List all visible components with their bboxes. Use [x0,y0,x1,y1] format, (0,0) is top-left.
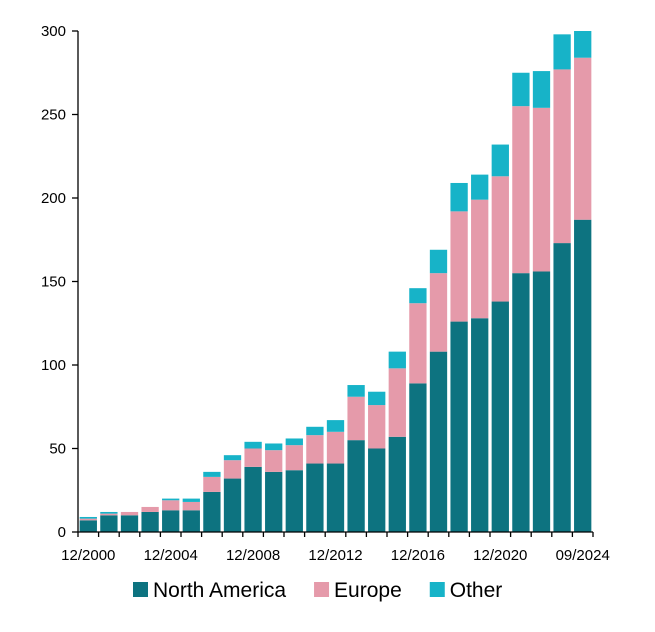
y-tick-label: 150 [41,274,66,291]
bar-other-9 [265,443,283,451]
bar-europe-14 [368,405,386,449]
bar-other-17 [429,249,448,274]
bar-europe-19 [471,199,489,319]
x-tick-label: 12/2012 [308,547,362,564]
bar-europe-3 [141,506,159,512]
bar-europe-7 [223,460,242,479]
y-tick-label: 50 [49,441,66,458]
x-tick-label: 12/2008 [226,547,280,564]
bar-other-4 [162,498,180,501]
legend-label-north-america: North America [153,579,286,602]
bar-north-america-15 [388,436,406,532]
legend-swatch-north-america [133,582,148,597]
y-tick-label: 250 [41,107,66,124]
bar-europe-0 [79,518,97,521]
bar-europe-13 [347,396,365,441]
y-axis: 0 50 100 150 200 250 300 [41,23,79,541]
y-tick-label: 300 [41,23,66,40]
x-tick-label: 12/2000 [61,547,115,564]
bar-north-america-14 [368,448,386,532]
legend-label-other: Other [450,579,503,602]
bar-north-america-3 [141,511,159,532]
bar-north-america-23 [553,243,571,532]
y-tick-label: 0 [58,524,66,541]
bar-other-13 [347,385,365,397]
bar-other-23 [553,34,571,70]
bar-europe-1 [100,513,118,516]
x-tick-label: 12/2020 [473,547,527,564]
bar-europe-2 [120,511,139,516]
bar-other-14 [368,391,386,406]
legend: North America Europe Other [133,579,502,602]
bar-europe-22 [532,107,551,272]
bar-other-10 [285,438,303,446]
bar-europe-21 [512,106,530,274]
bar-north-america-2 [120,515,139,532]
bar-north-america-8 [244,466,262,532]
bar-europe-20 [491,176,509,302]
bar-north-america-24 [574,219,592,532]
bar-other-22 [532,71,551,108]
bar-other-8 [244,441,262,449]
bar-other-12 [326,420,345,432]
y-tick-label: 200 [41,190,66,207]
bar-north-america-22 [532,271,551,532]
bar-north-america-12 [326,463,345,532]
bar-north-america-4 [162,510,180,532]
bar-europe-10 [285,445,303,471]
bar-europe-12 [326,431,345,464]
bar-north-america-9 [265,471,283,532]
bar-north-america-1 [100,515,118,532]
bar-europe-4 [162,500,180,511]
bar-north-america-21 [512,273,530,532]
legend-label-europe: Europe [334,579,402,602]
x-tick-label: 12/2016 [391,547,445,564]
bar-other-18 [450,182,468,212]
bar-north-america-19 [471,318,489,532]
bar-europe-6 [203,476,221,492]
bar-north-america-16 [409,383,427,532]
bar-other-19 [471,174,489,200]
bar-other-20 [491,144,509,177]
bar-europe-5 [182,501,200,511]
bar-north-america-6 [203,491,221,532]
bar-other-5 [182,498,200,502]
bar-other-16 [409,288,427,304]
bar-north-america-11 [306,463,324,532]
bar-europe-16 [409,303,427,384]
bar-north-america-10 [285,470,303,532]
legend-swatch-europe [314,582,330,597]
x-tick-label: 09/2024 [556,547,610,564]
bar-other-7 [223,455,242,461]
bar-europe-11 [306,435,324,464]
bar-europe-17 [429,273,448,352]
x-tick-label: 12/2004 [144,547,198,564]
bar-north-america-17 [429,351,448,532]
bar-other-21 [512,72,530,107]
bar-europe-18 [450,211,468,322]
bar-north-america-7 [223,478,242,532]
bar-other-11 [306,426,324,436]
bar-other-24 [574,31,592,58]
bar-other-0 [79,516,97,519]
bar-north-america-0 [79,520,97,532]
bar-north-america-20 [491,301,509,532]
bar-europe-24 [574,57,592,220]
x-axis: 12/2000 12/2004 12/2008 12/2012 12/2016 12/20… [61,531,610,564]
bar-europe-9 [265,450,283,472]
bar-north-america-18 [450,321,468,532]
bar-other-6 [203,471,221,477]
legend-swatch-other [429,582,445,597]
bar-other-1 [100,511,118,514]
bars-layer [79,31,592,532]
bar-europe-23 [553,69,571,244]
y-tick-label: 100 [41,357,66,374]
bar-other-15 [388,351,406,369]
bar-europe-8 [244,448,262,467]
bar-north-america-5 [182,510,200,532]
bar-north-america-13 [347,440,365,532]
bar-europe-15 [388,368,406,437]
